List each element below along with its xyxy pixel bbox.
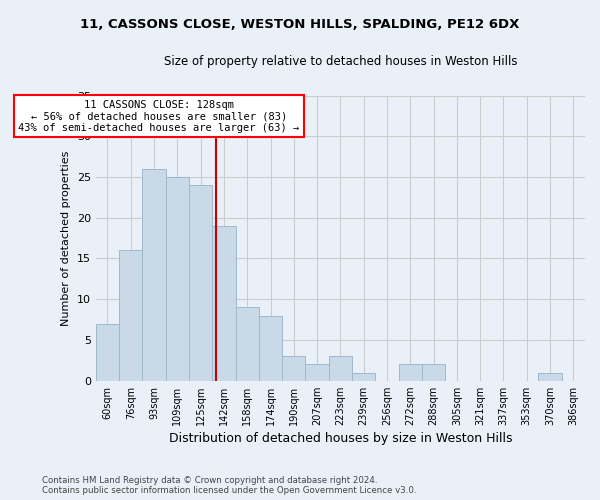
Bar — [398, 364, 422, 380]
Bar — [119, 250, 142, 380]
Text: Contains HM Land Registry data © Crown copyright and database right 2024.
Contai: Contains HM Land Registry data © Crown c… — [42, 476, 416, 495]
Title: Size of property relative to detached houses in Weston Hills: Size of property relative to detached ho… — [164, 55, 517, 68]
Bar — [96, 324, 119, 380]
Bar — [166, 177, 189, 380]
Y-axis label: Number of detached properties: Number of detached properties — [61, 150, 71, 326]
Bar — [422, 364, 445, 380]
Bar — [329, 356, 352, 380]
Bar — [305, 364, 329, 380]
Bar — [142, 169, 166, 380]
Bar — [538, 372, 562, 380]
Text: 11 CASSONS CLOSE: 128sqm
← 56% of detached houses are smaller (83)
43% of semi-d: 11 CASSONS CLOSE: 128sqm ← 56% of detach… — [18, 100, 299, 133]
Bar — [189, 185, 212, 380]
Bar — [236, 308, 259, 380]
Bar — [212, 226, 236, 380]
Text: 11, CASSONS CLOSE, WESTON HILLS, SPALDING, PE12 6DX: 11, CASSONS CLOSE, WESTON HILLS, SPALDIN… — [80, 18, 520, 30]
X-axis label: Distribution of detached houses by size in Weston Hills: Distribution of detached houses by size … — [169, 432, 512, 445]
Bar — [352, 372, 376, 380]
Bar — [259, 316, 282, 380]
Bar — [282, 356, 305, 380]
